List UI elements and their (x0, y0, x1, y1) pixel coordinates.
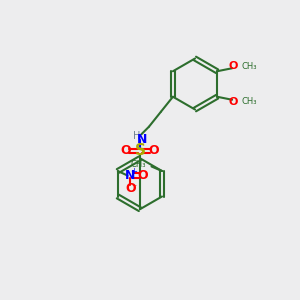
Text: CH₃: CH₃ (131, 160, 146, 169)
Text: O: O (125, 182, 136, 195)
Text: N: N (137, 133, 148, 146)
Text: O: O (229, 97, 238, 107)
Text: O: O (229, 61, 238, 71)
Text: O: O (137, 169, 148, 182)
Text: S: S (134, 143, 146, 158)
Text: N: N (125, 169, 136, 182)
Text: CH₃: CH₃ (242, 62, 257, 70)
Text: CH₃: CH₃ (242, 97, 257, 106)
Text: H: H (133, 131, 140, 141)
Text: +: + (130, 167, 137, 176)
Text: O: O (121, 144, 131, 157)
Text: O: O (149, 144, 159, 157)
Text: ⁻: ⁻ (132, 184, 137, 194)
